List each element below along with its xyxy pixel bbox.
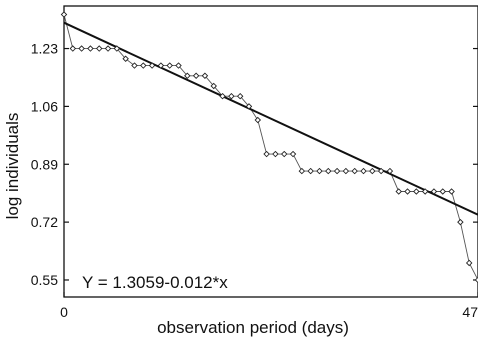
data-point	[465, 259, 473, 267]
data-point	[228, 92, 235, 100]
data-point	[131, 62, 138, 69]
data-point	[439, 188, 447, 195]
data-point	[351, 167, 358, 175]
y-axis-ticks: 1.23 1.06 0.89 0.72 0.55	[31, 41, 478, 288]
y-tick-label: 1.23	[31, 41, 58, 57]
data-point	[69, 45, 77, 52]
data-point	[140, 62, 147, 69]
x-tick-label: 0	[60, 304, 68, 320]
data-point	[280, 150, 288, 158]
data-point	[166, 62, 173, 69]
y-tick-label: 0.89	[31, 156, 58, 172]
data-point	[104, 45, 112, 52]
x-tick-label: 47	[462, 304, 478, 320]
data-point	[369, 167, 376, 175]
data-point	[342, 167, 350, 175]
data-point	[87, 45, 94, 52]
data-point	[333, 167, 341, 175]
data-point	[298, 167, 306, 175]
data-point	[457, 218, 464, 226]
data-point	[210, 82, 217, 90]
regression-equation: Y = 1.3059-0.012*x	[82, 273, 228, 292]
data-point	[236, 92, 244, 100]
data-point	[360, 167, 367, 175]
data-point	[413, 188, 420, 195]
y-axis-label: log individuals	[3, 113, 22, 220]
data-point	[325, 167, 332, 175]
data-point	[430, 188, 438, 195]
data-point	[254, 116, 262, 124]
data-point	[113, 45, 121, 52]
data-point	[386, 167, 394, 175]
data-point	[175, 62, 182, 69]
data-point	[421, 188, 429, 195]
data-series	[60, 11, 478, 284]
data-point	[219, 92, 226, 100]
y-tick-label: 0.55	[31, 272, 58, 288]
data-point	[78, 45, 85, 52]
data-point	[377, 167, 385, 175]
plot-frame	[63, 5, 478, 298]
data-point	[307, 167, 314, 175]
data-point	[201, 72, 209, 80]
data-point	[95, 45, 103, 52]
data-point	[316, 167, 323, 175]
observed-series-line	[63, 14, 478, 281]
data-point	[192, 72, 200, 80]
data-point	[148, 62, 156, 69]
regression-line	[63, 21, 478, 216]
data-point	[474, 276, 478, 284]
y-tick-label: 1.06	[31, 98, 58, 114]
x-axis-ticks: 0 47	[60, 292, 478, 320]
data-point	[245, 103, 253, 110]
data-point	[60, 11, 68, 18]
data-point	[184, 72, 191, 80]
data-point	[404, 188, 411, 195]
y-tick-label: 0.72	[31, 214, 58, 230]
data-point	[272, 150, 279, 158]
data-point	[122, 55, 129, 62]
data-point	[289, 150, 297, 158]
data-point	[448, 188, 455, 195]
data-point	[263, 150, 270, 158]
data-point	[157, 62, 165, 69]
x-axis-label: observation period (days)	[157, 318, 349, 337]
data-point	[395, 188, 402, 195]
